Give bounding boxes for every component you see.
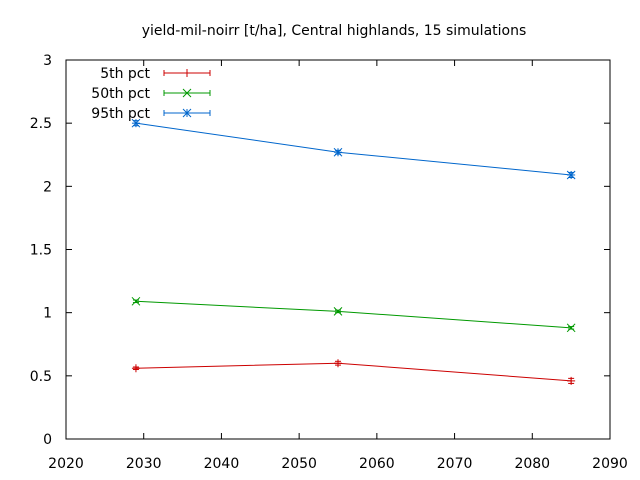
y-tick-label: 0 (43, 432, 52, 448)
series-3 (131, 118, 576, 180)
x-tick-label: 2070 (437, 456, 473, 472)
x-tick-label: 2080 (514, 456, 550, 472)
legend-label: 50th pct (91, 86, 150, 102)
data-point (567, 376, 576, 385)
series-layer (131, 118, 576, 385)
y-tick-label: 0.5 (30, 369, 52, 385)
series-1 (131, 359, 576, 385)
x-tick-label: 2050 (281, 456, 317, 472)
y-tick-label: 3 (43, 53, 52, 69)
y-tick-label: 2 (43, 179, 52, 195)
series-line (135, 300, 572, 329)
x-tick-label: 2040 (204, 456, 240, 472)
x-tick-label: 2030 (126, 456, 162, 472)
data-point (333, 307, 343, 316)
y-tick-label: 1.5 (30, 243, 52, 259)
legend-entry: 95th pct (91, 106, 211, 122)
legend: 5th pct 50th pct 95th pct (91, 66, 211, 122)
data-point (333, 147, 343, 157)
x-tick-label: 2090 (592, 456, 628, 472)
series-line (135, 122, 572, 176)
series-2 (131, 296, 576, 333)
y-tick-label: 1 (43, 306, 52, 322)
data-point (566, 170, 576, 180)
chart-title: yield-mil-noirr [t/ha], Central highland… (142, 23, 527, 39)
data-point (131, 118, 141, 128)
legend-entry: 5th pct (100, 66, 211, 82)
legend-entry: 50th pct (91, 86, 211, 102)
y-tick-label: 2.5 (30, 116, 52, 132)
x-tick-label: 2020 (48, 456, 84, 472)
data-point (566, 323, 576, 333)
legend-label: 5th pct (100, 66, 150, 82)
legend-label: 95th pct (91, 106, 150, 122)
data-point (334, 359, 342, 368)
data-point (131, 364, 140, 373)
series-line (135, 362, 572, 382)
data-point (131, 296, 141, 306)
x-tick-label: 2060 (359, 456, 395, 472)
axes: 2020 2030 2040 2050 2060 2070 2080 2090 0 0.5 1 1.5… (30, 53, 628, 472)
